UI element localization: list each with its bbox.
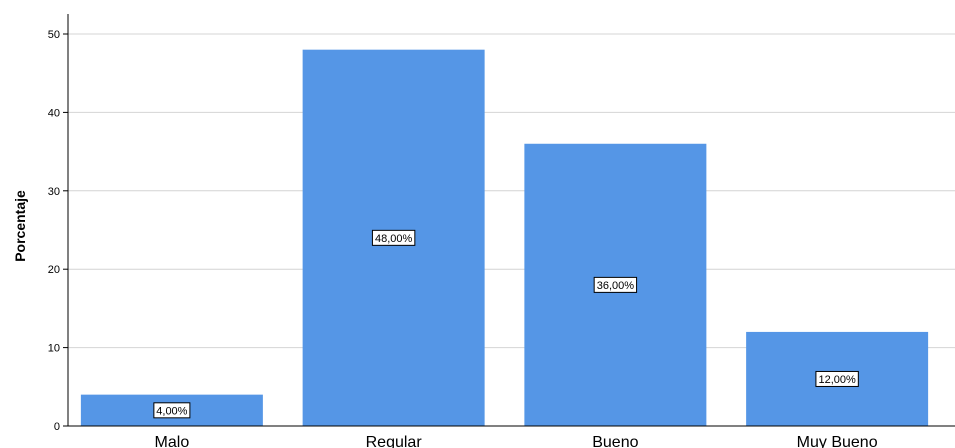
data-label-text: 36,00%: [597, 280, 635, 292]
data-label-box: [815, 370, 859, 387]
y-axis-ticks: 0 10 20 30 40 50: [48, 29, 68, 433]
x-category-label: Malo: [155, 434, 190, 448]
data-label: 12,00%: [815, 370, 859, 387]
y-tick-label: 20: [48, 264, 60, 276]
gridlines: [68, 33, 955, 349]
x-category-label: Regular: [366, 434, 423, 448]
data-label-text: 48,00%: [375, 233, 413, 245]
data-label-box: [371, 229, 416, 246]
data-label: 36,00%: [593, 276, 638, 293]
bars: [80, 49, 929, 427]
x-category-label: Muy Bueno: [797, 434, 878, 448]
data-label-text: 4,00%: [156, 405, 187, 417]
data-label: 48,00%: [371, 229, 416, 246]
y-tick-label: 50: [48, 29, 60, 41]
y-axis-title: Porcentaje: [12, 190, 28, 262]
y-tick-label: 30: [48, 186, 60, 198]
data-label-box: [153, 402, 191, 419]
x-axis-labels: Malo Regular Bueno Muy Bueno: [155, 434, 878, 448]
y-tick-label: 10: [48, 343, 60, 355]
x-category-label: Bueno: [592, 434, 638, 448]
y-tick-label: 40: [48, 107, 60, 119]
data-label-text: 12,00%: [818, 374, 856, 386]
data-labels: 4,00% 48,00% 36,00% 12,00%: [153, 229, 859, 419]
data-label: 4,00%: [153, 402, 191, 419]
y-tick-label: 0: [54, 421, 60, 433]
data-label-box: [593, 276, 638, 293]
